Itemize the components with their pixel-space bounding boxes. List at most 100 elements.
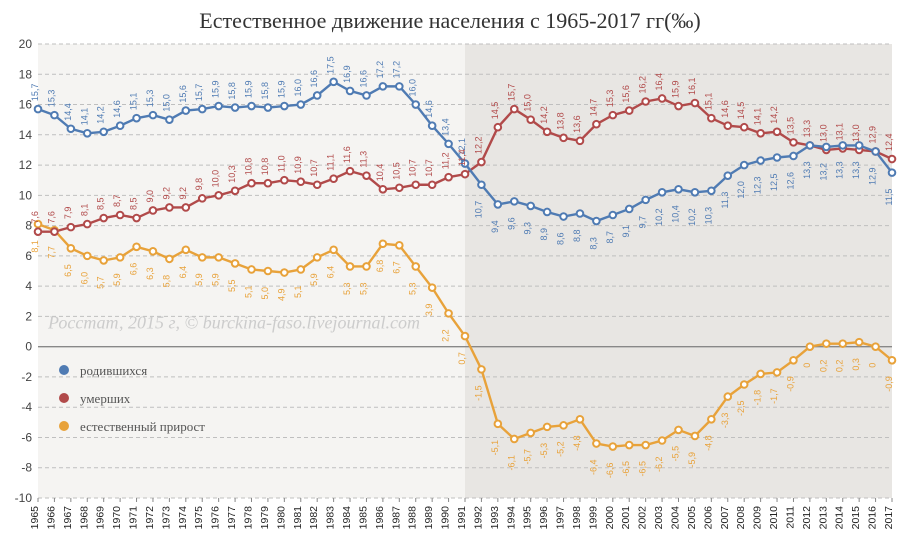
series-marker — [823, 340, 830, 347]
data-label: 15,9 — [276, 81, 286, 99]
data-label: 14,1 — [79, 108, 89, 126]
y-tick-label: 20 — [19, 37, 33, 51]
data-label: 0 — [802, 363, 812, 368]
series-marker — [363, 92, 370, 99]
series-marker — [183, 204, 190, 211]
series-marker — [199, 106, 206, 113]
series-marker — [314, 254, 321, 261]
data-label: 15,9 — [671, 81, 681, 99]
data-label: 10,5 — [391, 162, 401, 180]
series-marker — [412, 181, 419, 188]
series-marker — [429, 284, 436, 291]
data-label: -1,8 — [753, 390, 763, 406]
x-tick-label: 2004 — [670, 506, 682, 530]
series-marker — [462, 333, 469, 340]
data-label: 15,0 — [523, 94, 533, 112]
series-marker — [445, 310, 452, 317]
series-marker — [724, 393, 731, 400]
data-label: 13,3 — [851, 161, 861, 179]
series-marker — [675, 186, 682, 193]
x-tick-label: 1967 — [62, 506, 74, 530]
data-label: 5,3 — [358, 282, 368, 295]
data-label: 13,6 — [572, 115, 582, 133]
series-marker — [133, 115, 140, 122]
series-marker — [807, 343, 814, 350]
data-label: -6,6 — [605, 463, 615, 479]
x-tick-label: 2009 — [752, 506, 764, 530]
data-label: -6,4 — [588, 460, 598, 476]
data-label: 16,0 — [293, 79, 303, 97]
data-label: 17,2 — [375, 61, 385, 79]
series-marker — [889, 169, 896, 176]
data-label: 12,4 — [884, 133, 894, 151]
data-label: 14,7 — [588, 99, 598, 117]
data-label: 13,0 — [851, 124, 861, 142]
series-marker — [708, 187, 715, 194]
series-marker — [281, 103, 288, 110]
data-label: 6,4 — [178, 266, 188, 279]
series-marker — [511, 198, 518, 205]
series-marker — [839, 142, 846, 149]
data-label: 12,9 — [868, 167, 878, 185]
data-label: 8,5 — [96, 198, 106, 211]
data-label: 10,7 — [408, 159, 418, 177]
series-marker — [330, 79, 337, 86]
data-label: -0,9 — [785, 376, 795, 392]
data-label: 5,3 — [408, 282, 418, 295]
x-tick-label: 1966 — [45, 506, 57, 530]
data-label: 13,3 — [802, 161, 812, 179]
series-marker — [35, 228, 42, 235]
data-label: 11,5 — [884, 189, 894, 206]
x-tick-label: 1995 — [522, 506, 534, 530]
series-marker — [659, 189, 666, 196]
series-marker — [150, 207, 157, 214]
series-marker — [68, 125, 75, 132]
data-label: 16,6 — [309, 70, 319, 88]
data-label: 0,7 — [457, 352, 467, 365]
x-tick-label: 2005 — [686, 506, 698, 530]
series-marker — [347, 263, 354, 270]
y-tick-label: -6 — [21, 430, 32, 444]
data-label: 10,2 — [687, 208, 697, 226]
series-marker — [626, 206, 633, 213]
data-label: 14,4 — [63, 103, 73, 121]
data-label: 8,7 — [605, 231, 615, 244]
data-label: 15,9 — [211, 81, 221, 99]
legend-label: умерших — [80, 391, 131, 406]
series-marker — [626, 442, 633, 449]
series-marker — [495, 124, 502, 131]
y-tick-label: -10 — [15, 491, 33, 505]
data-label: 9,2 — [178, 187, 188, 200]
data-label: 9,3 — [523, 222, 533, 235]
data-label: 11,1 — [326, 154, 336, 171]
data-label: 6,0 — [79, 272, 89, 285]
series-marker — [577, 210, 584, 217]
series-marker — [757, 130, 764, 137]
series-marker — [642, 98, 649, 105]
series-marker — [511, 106, 518, 113]
data-label: 7,6 — [30, 211, 40, 224]
data-label: 15,3 — [605, 90, 615, 108]
data-label: 14,2 — [96, 106, 106, 124]
data-label: 6,3 — [145, 267, 155, 280]
series-marker — [199, 254, 206, 261]
data-label: -6,5 — [621, 461, 631, 477]
data-label: 13,8 — [556, 112, 566, 130]
series-marker — [150, 248, 157, 255]
data-label: 14,5 — [490, 102, 500, 120]
x-tick-label: 1975 — [193, 506, 205, 530]
y-tick-label: 10 — [19, 188, 33, 202]
x-tick-label: 2017 — [883, 506, 895, 530]
series-marker — [232, 104, 239, 111]
data-label: 14,6 — [424, 100, 434, 118]
data-label: 10,3 — [703, 207, 713, 225]
series-marker — [117, 212, 124, 219]
series-marker — [429, 122, 436, 129]
series-marker — [593, 440, 600, 447]
data-label: 5,0 — [260, 287, 270, 300]
data-label: 9,1 — [621, 225, 631, 238]
y-tick-label: 2 — [25, 309, 32, 323]
series-marker — [577, 416, 584, 423]
series-marker — [692, 100, 699, 107]
data-label: 6,6 — [129, 263, 139, 276]
